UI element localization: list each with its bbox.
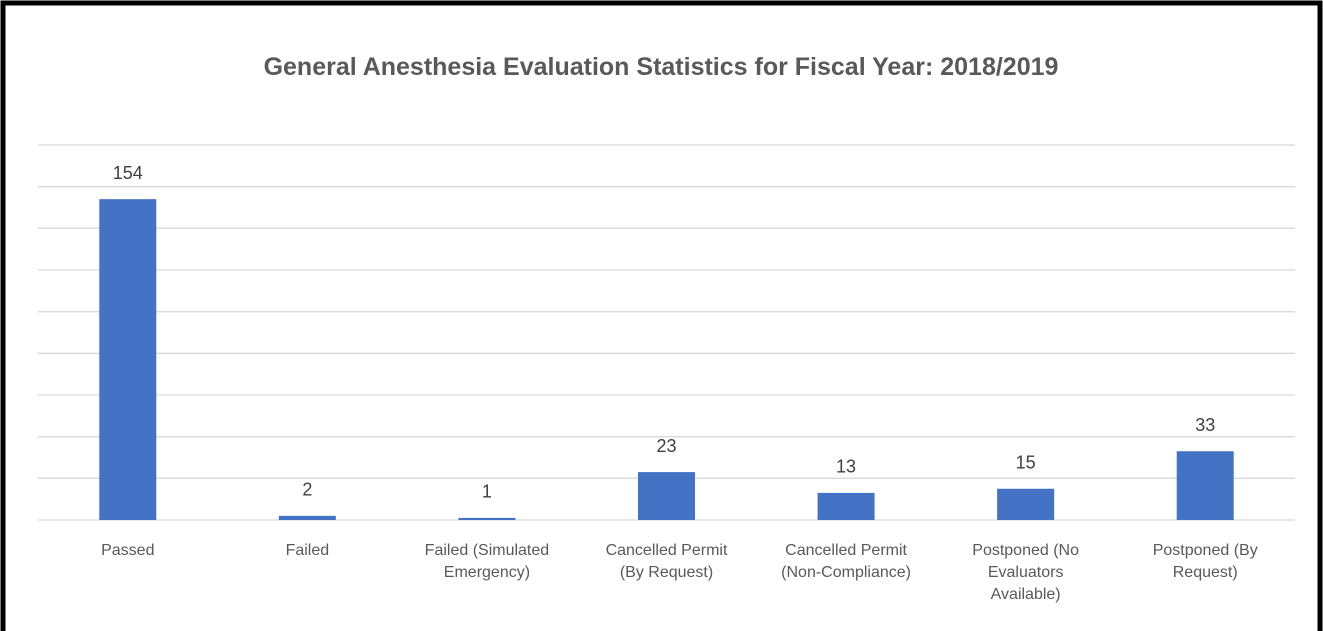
chart-title: General Anesthesia Evaluation Statistics…	[264, 53, 1059, 81]
bar	[997, 488, 1055, 520]
bar	[1176, 451, 1234, 520]
data-label: 33	[1195, 415, 1215, 435]
bar	[638, 472, 695, 520]
data-label: 23	[656, 436, 676, 456]
data-label: 15	[1016, 453, 1036, 473]
x-tick-label: Passed	[101, 542, 154, 559]
bar	[278, 515, 336, 520]
data-label: 154	[113, 163, 143, 183]
data-label: 1	[482, 482, 492, 502]
bar	[458, 517, 516, 520]
x-tick-label: Cancelled Permit (Non-Compliance)	[781, 542, 911, 581]
x-tick-label: Failed (Simulated Emergency)	[425, 542, 550, 581]
x-tick-label: Postponed (By Request)	[1153, 542, 1258, 581]
data-label: 13	[836, 457, 856, 477]
bar	[99, 199, 157, 520]
x-tick-label: Postponed (No Evaluators Available)	[972, 542, 1079, 603]
bar	[817, 492, 875, 520]
x-tick-label: Cancelled Permit (By Request)	[606, 542, 728, 581]
data-label: 2	[302, 480, 312, 500]
x-tick-label: Failed	[286, 542, 330, 559]
